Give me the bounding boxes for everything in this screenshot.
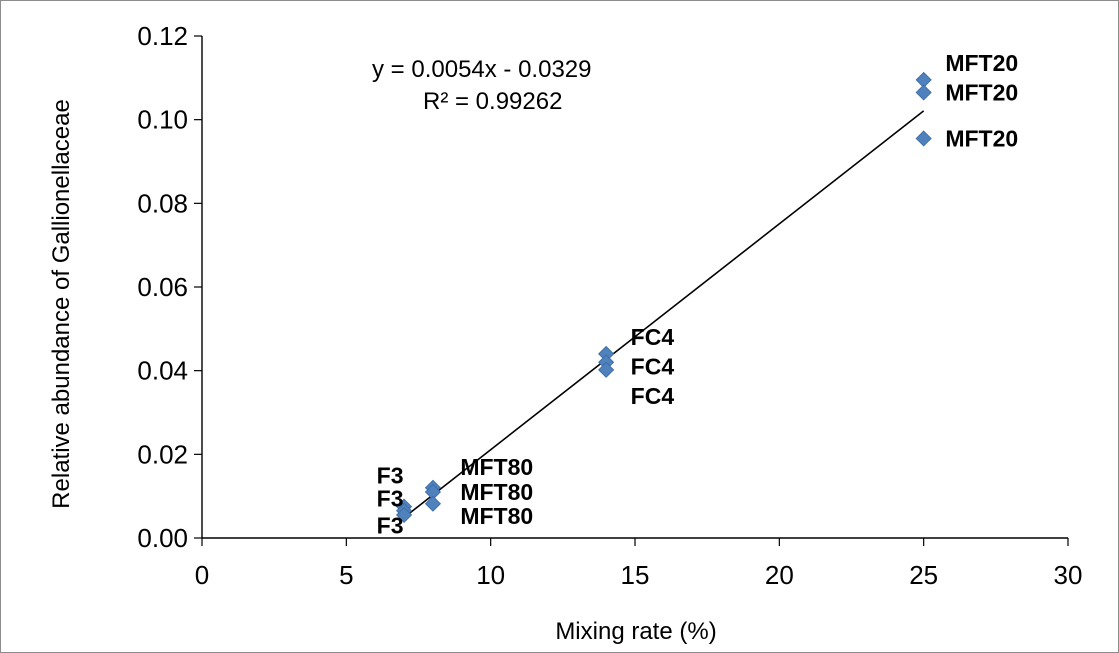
- point-label: F3: [377, 512, 404, 538]
- x-tick-label: 5: [339, 560, 353, 590]
- point-label: F3: [377, 462, 404, 488]
- trendline-equation: y = 0.0054x - 0.0329: [372, 56, 592, 83]
- x-tick-label: 20: [765, 560, 794, 590]
- y-tick-label: 0.12: [137, 21, 188, 51]
- data-point: [915, 84, 932, 101]
- point-label: MFT80: [460, 479, 533, 505]
- point-label: FC4: [631, 353, 675, 379]
- tick-labels: 0.00 0.02 0.04 0.06 0.08 0.10 0.12 0 5 10 15 20 25 30: [137, 21, 1082, 590]
- data-point: [915, 130, 932, 147]
- x-tick-label: 15: [621, 560, 650, 590]
- point-label: FC4: [631, 383, 675, 409]
- point-label: MFT20: [945, 79, 1018, 105]
- y-tick-label: 0.04: [137, 356, 188, 386]
- y-tick-label: 0.10: [137, 105, 188, 135]
- y-tick-label: 0.00: [137, 523, 188, 553]
- y-axis-title: Relative abundance of Gallionellaceae: [48, 99, 75, 509]
- x-axis-title: Mixing rate (%): [555, 618, 716, 645]
- data-points: [396, 71, 932, 524]
- y-tick-label: 0.06: [137, 272, 188, 302]
- y-tick-label: 0.02: [137, 439, 188, 469]
- point-label: FC4: [631, 324, 675, 350]
- data-point: [396, 506, 413, 524]
- point-label: MFT80: [460, 503, 533, 529]
- x-tick-label: 0: [195, 560, 209, 590]
- point-labels: F3F3F3MFT80MFT80MFT80FC4FC4FC4MFT20MFT20…: [377, 50, 1019, 538]
- x-tick-label: 25: [909, 560, 938, 590]
- trendline-r-squared: R² = 0.99262: [423, 88, 562, 115]
- x-tick-label: 10: [476, 560, 505, 590]
- x-tick-label: 30: [1054, 560, 1083, 590]
- trendline: [403, 110, 925, 519]
- axes: [194, 35, 1069, 546]
- data-point: [598, 361, 615, 378]
- y-tick-label: 0.08: [137, 188, 188, 218]
- point-label: MFT80: [460, 454, 533, 480]
- point-label: MFT20: [945, 50, 1018, 76]
- point-label: F3: [377, 485, 404, 511]
- point-label: MFT20: [945, 125, 1018, 151]
- data-point: [424, 495, 441, 512]
